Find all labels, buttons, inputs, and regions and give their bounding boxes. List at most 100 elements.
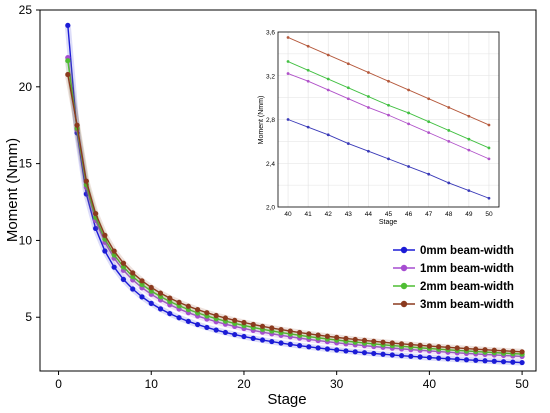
series-point — [222, 329, 229, 336]
inset-series-point — [427, 97, 431, 101]
inset-series-point — [306, 68, 310, 72]
series-point — [83, 178, 89, 184]
series-point — [343, 348, 349, 354]
legend-swatch-marker — [400, 300, 408, 308]
inset-series-point — [367, 106, 370, 109]
inset-series-point — [326, 53, 330, 57]
inset-series-group — [286, 36, 491, 200]
series-point — [204, 324, 210, 331]
inset-series-point — [447, 181, 451, 185]
series-point — [259, 323, 266, 329]
series-point — [491, 347, 497, 353]
y-tick-label: 5 — [25, 310, 32, 324]
series-point — [408, 353, 414, 359]
series-point — [380, 339, 386, 345]
series-point — [176, 315, 182, 321]
y-tick-label: 20 — [19, 80, 33, 94]
series-point — [250, 321, 256, 328]
series-point — [139, 281, 145, 288]
series-point — [130, 286, 136, 292]
inset-x-tick-label: 44 — [365, 211, 373, 218]
inset-y-tick-label: 2,0 — [266, 205, 275, 212]
series-point — [167, 295, 173, 301]
series-3-group — [64, 71, 525, 355]
series-point — [213, 312, 219, 319]
series-point — [417, 354, 423, 360]
series-point — [195, 321, 201, 328]
legend-label: 0mm beam-width — [420, 245, 514, 257]
inset-x-tick-label: 41 — [305, 211, 313, 218]
x-tick-label: 30 — [330, 377, 344, 391]
inset-x-tick-label: 48 — [445, 211, 453, 218]
inset-y-axis-title: Moment (Nmm) — [258, 96, 265, 145]
inset-series-point — [487, 123, 491, 127]
inset-series-point — [346, 142, 350, 145]
series-point — [371, 338, 377, 344]
series-point — [93, 225, 99, 232]
inset-x-tick-label: 42 — [325, 211, 333, 218]
series-point — [120, 260, 127, 266]
series-point — [157, 290, 164, 296]
legend-swatch-marker — [400, 264, 408, 272]
series-point — [241, 333, 247, 340]
series-point — [296, 343, 303, 349]
series-point — [287, 328, 293, 334]
inset-series-point — [407, 111, 410, 115]
series-point — [352, 349, 358, 355]
inset-series-point — [407, 88, 410, 92]
series-point — [361, 350, 368, 356]
series-point — [398, 341, 405, 347]
inset-y-tick-label: 2,4 — [266, 161, 275, 168]
series-point — [454, 345, 460, 351]
series-point — [426, 354, 432, 361]
series-0-group — [64, 22, 525, 366]
inset-series-point — [467, 114, 471, 118]
series-point — [306, 331, 312, 337]
x-tick-label: 20 — [237, 377, 251, 391]
series-point — [398, 353, 405, 359]
main-plot-frame — [39, 9, 537, 372]
series-point — [352, 336, 358, 343]
inset-frame — [277, 31, 500, 208]
inset-series-point — [427, 120, 431, 124]
inset-axis-ticks: 40 41 42 43 44 45 46 47 48 49 50 2,0 2,4 2,8 3,2 3,6 — [266, 30, 493, 219]
inset-x-tick-label: 47 — [425, 211, 433, 218]
x-tick-label: 40 — [423, 377, 437, 391]
series-point — [417, 342, 423, 348]
inset-series-point — [387, 79, 390, 83]
y-tick-label: 15 — [19, 157, 33, 171]
series-point — [130, 273, 136, 280]
series-point — [389, 340, 395, 346]
series-point — [195, 307, 201, 313]
inset-series-point — [286, 36, 290, 39]
series-point — [436, 344, 442, 350]
series-point — [111, 248, 117, 254]
series-point — [519, 359, 525, 366]
inset-series-3-group — [286, 36, 491, 127]
inset-series-point — [487, 146, 491, 150]
series-point — [408, 341, 414, 348]
inset-x-tick-label: 43 — [345, 211, 353, 218]
series-point — [491, 358, 497, 364]
inset-series-point — [326, 133, 330, 137]
series-point — [306, 344, 312, 350]
series-point — [463, 345, 470, 352]
inset-series-point — [467, 148, 471, 152]
inset-series-point — [286, 72, 290, 75]
series-point — [361, 337, 368, 343]
series-point — [176, 299, 182, 305]
inset-x-tick-label: 40 — [284, 211, 292, 218]
series-point — [148, 300, 154, 306]
inset-series-point — [367, 149, 370, 153]
series-point — [445, 344, 451, 350]
inset-series-point — [286, 118, 290, 121]
series-point — [139, 278, 145, 284]
series-point — [371, 350, 377, 357]
inset-series-1-group — [286, 72, 491, 161]
series-point — [232, 331, 238, 338]
inset-x-tick-label: 45 — [385, 211, 393, 218]
series-point — [278, 340, 284, 346]
series-point — [278, 327, 284, 333]
series-point — [315, 332, 321, 338]
